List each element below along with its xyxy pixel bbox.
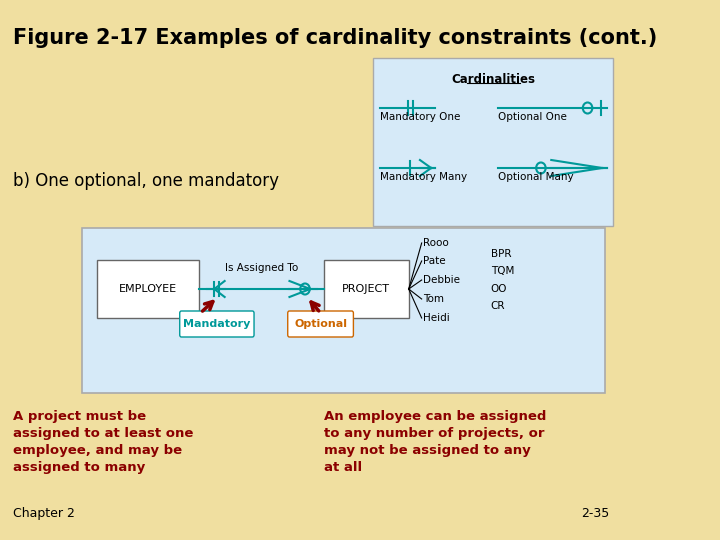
- Text: Mandatory Many: Mandatory Many: [380, 172, 467, 182]
- Text: Optional One: Optional One: [498, 112, 567, 122]
- Text: PROJECT: PROJECT: [343, 284, 390, 294]
- Text: Heidi: Heidi: [423, 313, 450, 323]
- Text: Rooo: Rooo: [423, 238, 449, 248]
- Text: Mandatory: Mandatory: [183, 319, 251, 329]
- Text: Mandatory One: Mandatory One: [380, 112, 461, 122]
- FancyBboxPatch shape: [288, 311, 354, 337]
- Text: Optional Many: Optional Many: [498, 172, 573, 182]
- Text: CR: CR: [491, 301, 505, 311]
- Text: Debbie: Debbie: [423, 275, 460, 285]
- FancyBboxPatch shape: [96, 260, 199, 318]
- FancyBboxPatch shape: [324, 260, 409, 318]
- Text: Chapter 2: Chapter 2: [13, 507, 75, 520]
- Text: TQM: TQM: [491, 266, 514, 276]
- Text: 2-35: 2-35: [581, 507, 609, 520]
- FancyBboxPatch shape: [82, 228, 605, 393]
- Text: BPR: BPR: [491, 249, 511, 259]
- Text: A project must be
assigned to at least one
employee, and may be
assigned to many: A project must be assigned to at least o…: [13, 410, 194, 474]
- FancyBboxPatch shape: [373, 58, 613, 226]
- Text: OO: OO: [491, 284, 508, 294]
- Text: Optional: Optional: [294, 319, 347, 329]
- Text: Cardinalities: Cardinalities: [451, 73, 536, 86]
- FancyBboxPatch shape: [180, 311, 254, 337]
- Text: b) One optional, one mandatory: b) One optional, one mandatory: [13, 172, 279, 190]
- Text: An employee can be assigned
to any number of projects, or
may not be assigned to: An employee can be assigned to any numbe…: [324, 410, 546, 474]
- Text: Figure 2-17 Examples of cardinality constraints (cont.): Figure 2-17 Examples of cardinality cons…: [13, 28, 657, 48]
- Text: Pate: Pate: [423, 256, 446, 266]
- Text: Is Assigned To: Is Assigned To: [225, 263, 298, 273]
- Text: EMPLOYEE: EMPLOYEE: [119, 284, 177, 294]
- Text: Tom: Tom: [423, 294, 444, 304]
